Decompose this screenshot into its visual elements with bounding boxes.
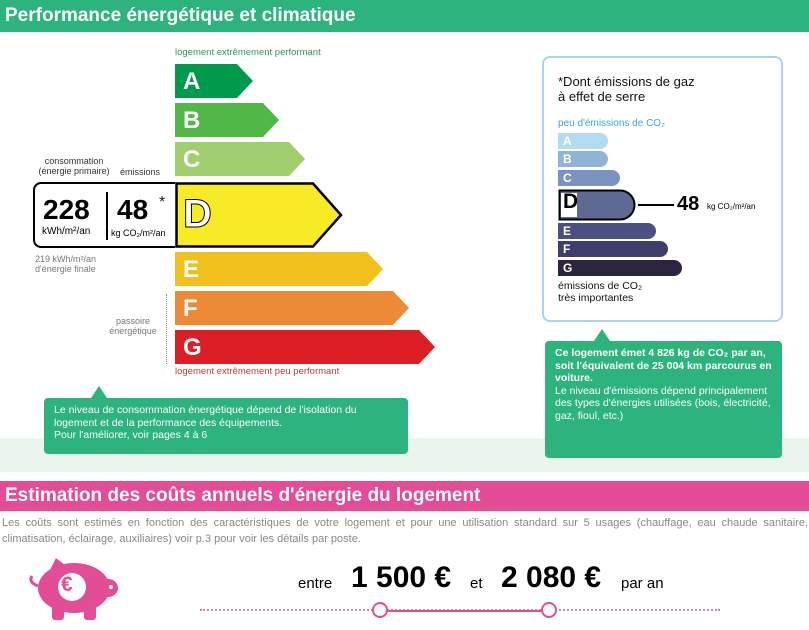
final-energy-note: 219 kWh/m²/an d'énergie finale: [35, 254, 97, 274]
cost-low: 1 500 €: [351, 561, 452, 594]
box-divider: [106, 192, 108, 240]
co2-note: *Dont émissions de gaz à effet de serre: [558, 74, 695, 104]
co2-panel: [542, 56, 783, 322]
class-b-arrow: [175, 103, 279, 137]
class-e-letter: E: [183, 256, 200, 283]
section-title: Performance énergétique et climatique: [5, 5, 356, 26]
consumption-header: consommation (énergie primaire): [38, 156, 110, 176]
class-c-arrow: [175, 142, 305, 176]
co2-top-label: peu d'émissions de CO₂: [558, 118, 665, 129]
section-title-costs: Estimation des coûts annuels d'énergie d…: [5, 485, 481, 506]
consumption-unit: kWh/m²/an: [42, 226, 91, 237]
cost-high: 2 080 €: [501, 561, 602, 594]
callout-right: Ce logement émet 4 826 kg de CO₂ par an,…: [545, 341, 782, 458]
cost-high-marker: [541, 602, 557, 618]
co2-class-d-current: [558, 189, 636, 221]
emissions-header: émissions: [120, 167, 161, 177]
callout-right-bold: Ce logement émet 4 826 kg de CO₂ par an,…: [555, 347, 772, 384]
class-f-letter: F: [183, 295, 198, 322]
section-header-costs: Estimation des coûts annuels d'énergie d…: [0, 481, 809, 511]
cost-range-bar: [380, 610, 550, 612]
callout-left: Le niveau de consommation énergétique dé…: [44, 398, 408, 454]
cost-low-marker: [372, 602, 388, 618]
co2-class-e: E: [558, 223, 656, 239]
cost-between: entre: [298, 575, 333, 592]
cost-description: Les coûts sont estimés en fonction des c…: [2, 517, 808, 545]
section-header-performance: Performance énergétique et climatique: [0, 0, 809, 32]
class-d-letter: D: [183, 192, 213, 237]
class-e-arrow: [175, 252, 383, 286]
euro-symbol: €: [61, 573, 73, 596]
scale-top-label: logement extrêmement performant: [175, 47, 321, 58]
callout-left-pointer: [91, 386, 107, 398]
class-a-arrow: [175, 64, 253, 98]
class-c-letter: C: [183, 146, 201, 173]
emissions-star: *: [159, 194, 166, 211]
co2-value: 48: [677, 193, 700, 215]
class-g-letter: G: [183, 334, 202, 361]
emissions-value: 48: [117, 194, 149, 225]
class-d-arrow-current: [175, 182, 343, 248]
co2-class-a: A: [558, 133, 608, 149]
scale-bottom-label: logement extrêmement peu performant: [175, 366, 340, 377]
co2-class-c: C: [558, 170, 620, 186]
co2-unit: kg CO₂/m²/an: [707, 202, 756, 211]
class-b-letter: B: [183, 107, 201, 134]
class-g-arrow: [175, 330, 435, 364]
callout-right-text: Le niveau d'émissions dépend principalem…: [555, 384, 771, 422]
emissions-unit: kg CO₂/m²/an: [111, 228, 166, 238]
piggy-bank-icon: [29, 558, 118, 620]
consumption-value: 228: [43, 194, 90, 225]
class-a-letter: A: [183, 68, 201, 95]
cost-per-year: par an: [621, 575, 664, 592]
co2-class-g: G: [558, 260, 682, 276]
passoire-label: passoire énergétique: [109, 316, 157, 336]
class-f-arrow: [175, 291, 409, 325]
co2-class-b: B: [558, 151, 608, 167]
consumption-box: 228 kWh/m²/an 48 * kg CO₂/m²/an: [33, 182, 175, 248]
co2-pointer-line: [638, 204, 674, 206]
passoire-bracket: [166, 294, 168, 364]
cost-and: et: [470, 575, 483, 592]
co2-bottom-label: émissions de CO₂ très importantes: [558, 280, 643, 304]
callout-right-pointer: [594, 329, 610, 341]
co2-class-f: F: [558, 241, 668, 257]
co2-class-d-letter: D: [563, 190, 579, 213]
